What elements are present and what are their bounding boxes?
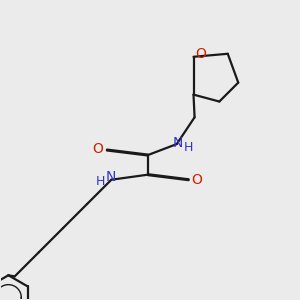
Text: N: N bbox=[105, 170, 116, 184]
Text: H: H bbox=[183, 140, 193, 154]
Text: H: H bbox=[95, 175, 105, 188]
Text: O: O bbox=[196, 47, 206, 61]
Text: N: N bbox=[173, 136, 183, 150]
Text: O: O bbox=[191, 173, 203, 187]
Text: O: O bbox=[92, 142, 104, 155]
